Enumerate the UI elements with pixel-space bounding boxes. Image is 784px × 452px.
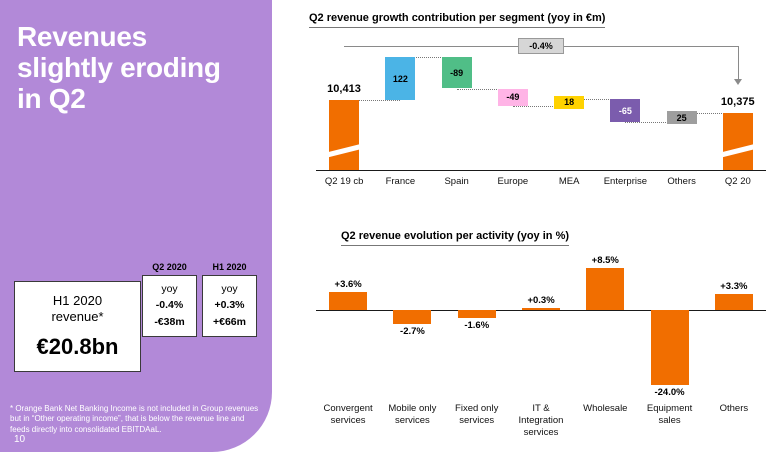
q2-yoy-box: yoy -0.4% -€38m bbox=[142, 275, 197, 337]
activity-category-label: IT & Integration services bbox=[518, 403, 564, 438]
waterfall-bar-spain: -89 bbox=[441, 57, 472, 89]
activity-bar-equipment-sales bbox=[650, 310, 689, 385]
axis-break-icon bbox=[329, 142, 360, 159]
waterfall-category-label: France bbox=[385, 176, 416, 187]
waterfall-bar-europe: -49 bbox=[497, 88, 528, 106]
activity-bar-others bbox=[714, 293, 753, 310]
activity-value-label: +8.5% bbox=[591, 254, 619, 266]
activity-bar-fixed-only-services bbox=[457, 310, 496, 318]
waterfall-category-label: Enterprise bbox=[603, 176, 648, 187]
activity-value-label: -2.7% bbox=[400, 325, 425, 337]
q2-yoy-amount: -€38m bbox=[154, 315, 185, 328]
activity-category-label: Others bbox=[719, 403, 749, 414]
yoy-label: yoy bbox=[161, 283, 178, 295]
h1-yoy-percent: +0.3% bbox=[214, 299, 245, 312]
waterfall-bar-mea: 18 bbox=[554, 95, 585, 109]
waterfall-total-label: 10,413 bbox=[327, 83, 361, 95]
waterfall-chart-title: Q2 revenue growth contribution per segme… bbox=[309, 12, 606, 28]
activity-chart-title: Q2 revenue evolution per activity (yoy i… bbox=[341, 230, 570, 246]
axis-break-icon bbox=[722, 142, 753, 158]
h1-yoy-header: H1 2020 bbox=[212, 262, 247, 272]
waterfall-connector bbox=[344, 100, 401, 101]
total-change-arrow-head-icon bbox=[734, 79, 742, 85]
slide-title-line: slightly eroding bbox=[17, 51, 221, 83]
waterfall-category-label: Europe bbox=[497, 176, 529, 187]
waterfall-bar-q2-19-cb bbox=[329, 100, 360, 170]
waterfall-bar-q2-20 bbox=[722, 113, 753, 170]
waterfall-chart: Q2 revenue growth contribution per segme… bbox=[296, 8, 780, 214]
waterfall-bar-enterprise: -65 bbox=[610, 99, 641, 123]
waterfall-category-label: Q2 19 cb bbox=[324, 176, 364, 187]
slide-title-line: Revenues bbox=[17, 21, 147, 52]
h1-revenue-kpi-box: H1 2020 revenue* €20.8bn bbox=[14, 281, 141, 372]
h1-revenue-label: H1 2020 revenue* bbox=[15, 293, 140, 326]
activity-bar-mobile-only-services bbox=[393, 310, 432, 324]
total-change-badge: -0.4% bbox=[518, 38, 564, 54]
waterfall-bar-france: 122 bbox=[385, 57, 416, 100]
waterfall-connector bbox=[512, 105, 570, 107]
bar-plot: +3.6% Convergent services -2.7% Mobile only… bbox=[316, 254, 766, 452]
activity-category-label: Wholesale bbox=[583, 403, 628, 414]
activity-value-label: -1.6% bbox=[464, 320, 490, 331]
h1-revenue-label-line1: H1 2020 bbox=[52, 293, 103, 308]
h1-yoy-column: H1 2020 yoy +0.3% +€66m bbox=[202, 262, 257, 337]
waterfall-connector bbox=[400, 57, 457, 59]
waterfall-connector bbox=[569, 99, 626, 101]
activity-value-label: -24.0% bbox=[654, 387, 685, 398]
q2-yoy-percent: -0.4% bbox=[155, 299, 184, 312]
total-change-arrow-stem bbox=[738, 46, 739, 79]
page-number: 10 bbox=[14, 434, 26, 445]
yoy-label: yoy bbox=[221, 283, 238, 295]
activity-bar-convergent-services bbox=[329, 292, 368, 310]
activity-bar-it-integration-services bbox=[522, 308, 560, 310]
activity-category-label: Fixed only services bbox=[455, 403, 499, 426]
h1-yoy-box: yoy +0.3% +€66m bbox=[202, 275, 257, 337]
waterfall-connector bbox=[681, 113, 738, 115]
activity-category-label: Convergent services bbox=[323, 403, 373, 426]
q2-yoy-header: Q2 2020 bbox=[152, 262, 187, 272]
footnote: * Orange Bank Net Banking Income is not … bbox=[10, 404, 259, 434]
waterfall-category-label: Q2 20 bbox=[724, 176, 751, 187]
waterfall-connector bbox=[456, 88, 513, 90]
activity-value-label: +3.3% bbox=[720, 280, 748, 292]
activity-category-label: Equipment sales bbox=[646, 403, 693, 426]
h1-revenue-label-line2: revenue* bbox=[51, 309, 104, 325]
activity-bar-chart: Q2 revenue evolution per activity (yoy i… bbox=[296, 218, 780, 452]
activity-value-label: +3.6% bbox=[334, 279, 362, 290]
bar-axis-line bbox=[316, 310, 766, 311]
waterfall-connector bbox=[625, 122, 682, 123]
waterfall-total-label: 10,375 bbox=[720, 96, 755, 109]
waterfall-category-label: Others bbox=[667, 176, 696, 187]
activity-bar-wholesale bbox=[586, 267, 625, 310]
q2-yoy-column: Q2 2020 yoy -0.4% -€38m bbox=[142, 262, 197, 337]
waterfall-axis-line bbox=[316, 170, 766, 171]
activity-category-label: Mobile only services bbox=[388, 403, 437, 426]
h1-revenue-value: €20.8bn bbox=[36, 333, 119, 359]
waterfall-category-label: MEA bbox=[558, 176, 580, 187]
waterfall-plot: -0.4% 10,413 Q2 19 cb 122 France -89 Spain -49… bbox=[316, 36, 766, 212]
activity-value-label: +0.3% bbox=[527, 295, 555, 306]
waterfall-bar-others: 25 bbox=[666, 111, 697, 125]
slide-title-line: in Q2 bbox=[17, 82, 86, 114]
slide-title: Revenues slightly eroding in Q2 bbox=[17, 21, 221, 114]
waterfall-category-label: Spain bbox=[444, 176, 469, 187]
left-panel: Revenues slightly eroding in Q2 H1 2020 … bbox=[0, 0, 272, 452]
h1-yoy-amount: +€66m bbox=[213, 315, 246, 328]
